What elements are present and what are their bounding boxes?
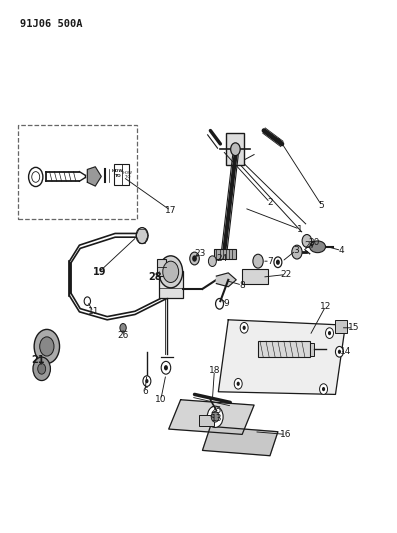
Bar (159, 271, 183, 298)
Text: 3: 3 (293, 246, 299, 255)
Text: 16: 16 (280, 430, 291, 439)
Circle shape (207, 406, 223, 427)
Text: 28: 28 (148, 272, 162, 282)
Circle shape (253, 254, 263, 268)
Circle shape (38, 364, 46, 374)
Text: 10: 10 (155, 395, 166, 404)
Polygon shape (202, 426, 278, 456)
Text: 18: 18 (209, 366, 220, 375)
Text: 4: 4 (339, 246, 344, 255)
FancyBboxPatch shape (18, 125, 137, 219)
Circle shape (84, 297, 91, 305)
Text: 1: 1 (297, 225, 303, 233)
Text: 24: 24 (217, 254, 228, 263)
Circle shape (211, 411, 219, 422)
Circle shape (120, 324, 126, 332)
Circle shape (231, 143, 240, 156)
Text: 2: 2 (267, 198, 273, 207)
Circle shape (243, 326, 246, 330)
Circle shape (34, 329, 60, 364)
Polygon shape (87, 167, 101, 186)
Circle shape (338, 350, 341, 354)
Circle shape (40, 337, 54, 356)
Ellipse shape (310, 241, 326, 253)
Bar (258, 341, 310, 357)
Circle shape (274, 257, 282, 268)
Circle shape (276, 260, 280, 265)
Bar (242, 269, 268, 284)
Text: 9: 9 (224, 300, 229, 308)
Circle shape (335, 346, 343, 357)
Circle shape (320, 384, 328, 394)
Circle shape (326, 328, 333, 338)
Circle shape (161, 361, 171, 374)
Circle shape (145, 379, 148, 383)
Text: 23: 23 (195, 249, 206, 257)
Polygon shape (169, 400, 254, 434)
Bar (157, 259, 166, 276)
Circle shape (237, 382, 240, 386)
Bar (114, 164, 129, 185)
Text: 5: 5 (319, 201, 324, 209)
Text: TO: TO (114, 174, 121, 179)
Bar (310, 343, 314, 356)
Text: 21: 21 (31, 355, 44, 365)
Text: 14: 14 (340, 348, 351, 356)
Text: 25: 25 (211, 406, 222, 415)
Text: 15: 15 (348, 324, 359, 332)
Circle shape (328, 331, 331, 335)
Text: 7: 7 (267, 257, 273, 265)
Text: 8: 8 (239, 281, 245, 289)
Circle shape (190, 252, 199, 265)
Circle shape (240, 322, 248, 333)
Text: 27: 27 (304, 241, 315, 249)
Circle shape (234, 378, 242, 389)
Text: 17: 17 (165, 206, 176, 215)
Circle shape (164, 365, 168, 370)
Text: 13: 13 (211, 414, 222, 423)
Bar (214, 249, 236, 259)
Text: 19: 19 (93, 267, 106, 277)
Circle shape (208, 256, 216, 266)
Polygon shape (218, 320, 345, 394)
Bar (226, 133, 244, 165)
Text: 91J06 500A: 91J06 500A (20, 19, 82, 29)
Text: 11: 11 (88, 308, 99, 316)
Circle shape (159, 256, 183, 288)
Bar (198, 415, 214, 426)
Text: HOW: HOW (112, 169, 124, 173)
Text: 26: 26 (118, 332, 129, 340)
Bar (335, 320, 347, 333)
Circle shape (163, 261, 179, 282)
Text: 20: 20 (308, 238, 319, 247)
Text: HOW
TO: HOW TO (123, 171, 133, 179)
Circle shape (192, 255, 197, 262)
Circle shape (322, 387, 325, 391)
Circle shape (33, 357, 50, 381)
Circle shape (143, 376, 151, 386)
Text: 6: 6 (142, 387, 148, 396)
Text: 22: 22 (280, 270, 291, 279)
Circle shape (136, 228, 148, 244)
Text: 12: 12 (320, 302, 331, 311)
Circle shape (292, 245, 302, 259)
Polygon shape (216, 273, 236, 287)
Circle shape (302, 235, 312, 247)
